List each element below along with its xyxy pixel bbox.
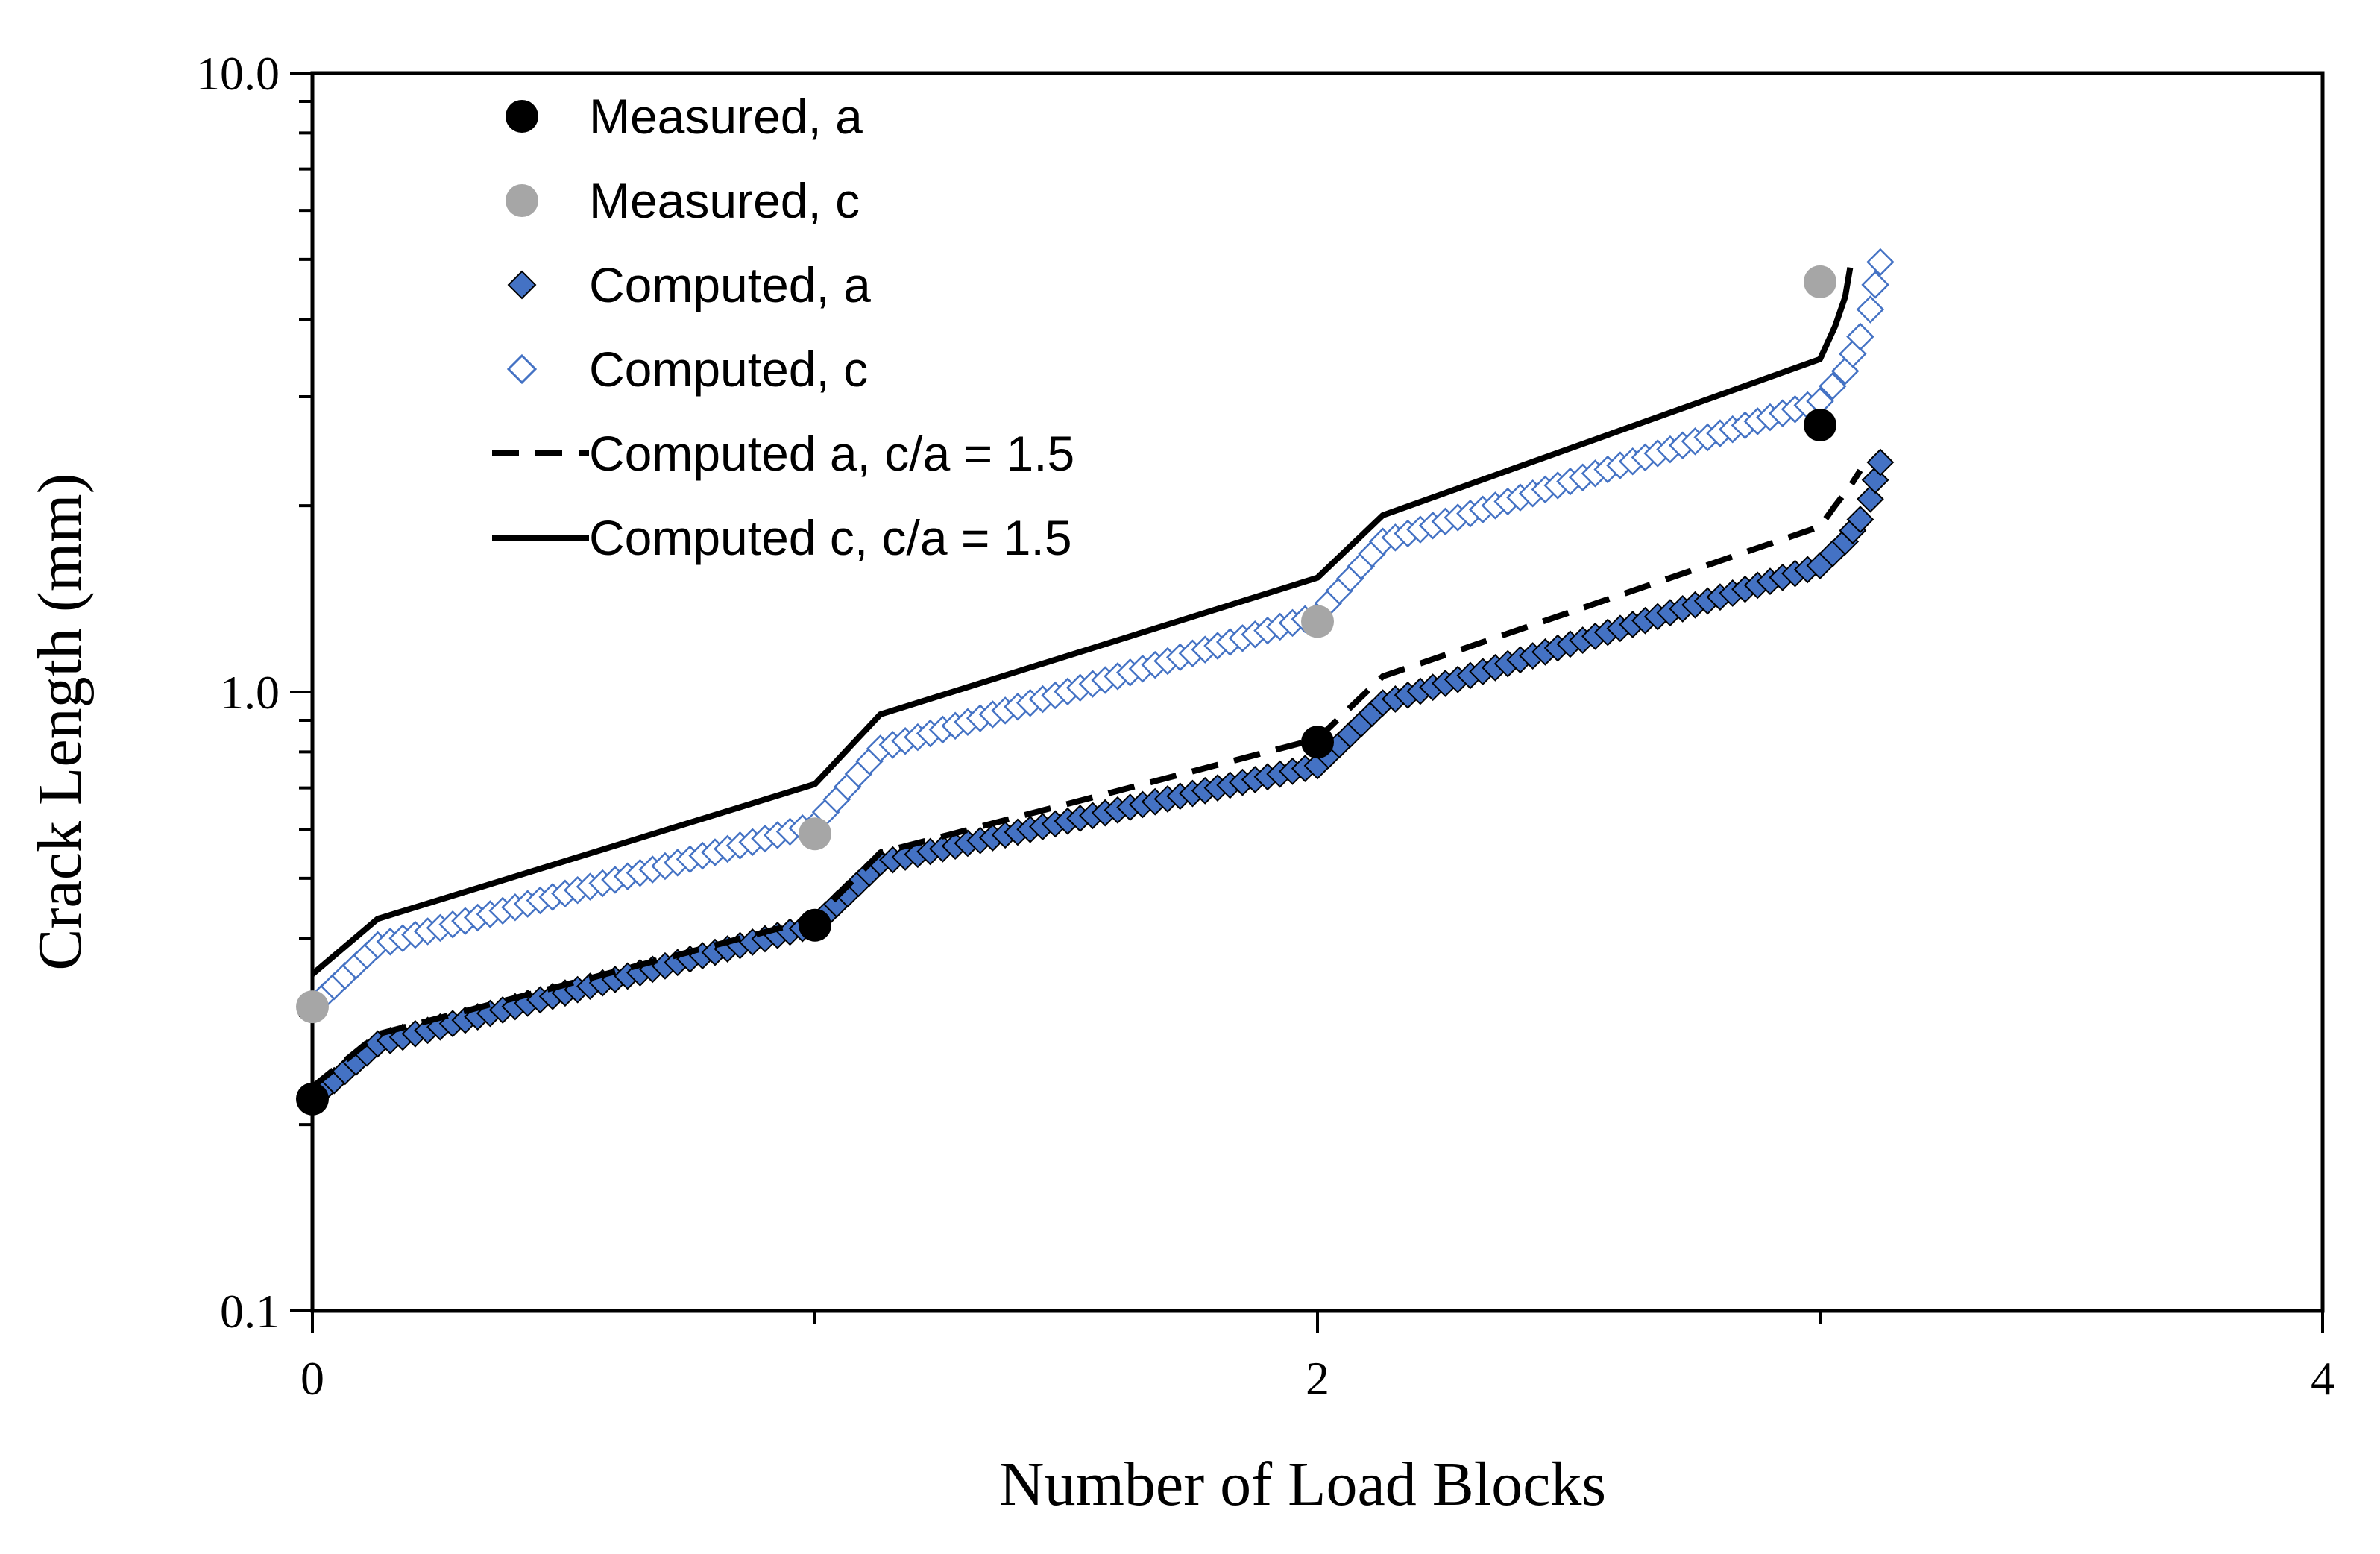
data-point xyxy=(1856,295,1885,324)
data-point xyxy=(1861,271,1889,299)
series-line xyxy=(310,267,1854,977)
y-axis-title: Crack Length (mm) xyxy=(25,473,95,970)
legend-label: Measured, a xyxy=(589,89,863,144)
data-point xyxy=(1804,408,1836,441)
data-point xyxy=(1866,248,1895,277)
legend-label: Computed, c xyxy=(589,342,868,397)
series-computed-c xyxy=(298,248,1895,1021)
y-tick-label: 1.0 xyxy=(220,666,280,719)
data-point xyxy=(1301,726,1334,759)
data-point xyxy=(799,908,831,942)
legend-item: Computed, c xyxy=(506,342,868,397)
series-line xyxy=(310,468,1863,1089)
data-point xyxy=(1846,506,1874,534)
legend-symbol xyxy=(506,100,538,133)
data-point xyxy=(296,1082,329,1116)
data-point xyxy=(1846,322,1874,351)
tick-labels: 0.1 1.0 10.0 0 2 4 xyxy=(196,47,2335,1405)
series-measured-c xyxy=(296,265,1836,1024)
data-point xyxy=(1819,372,1847,400)
legend-label: Measured, c xyxy=(589,173,860,228)
data-point xyxy=(1866,448,1895,476)
legend-symbol xyxy=(506,184,538,217)
legend-item: Measured, a xyxy=(506,89,863,144)
x-tick-label: 2 xyxy=(1306,1352,1329,1405)
x-tick-label: 0 xyxy=(300,1352,324,1405)
series-computed-a xyxy=(298,448,1895,1113)
legend-item: Computed, a xyxy=(507,257,871,312)
axis-ticks xyxy=(290,72,2324,1333)
y-tick-label: 0.1 xyxy=(220,1285,280,1338)
series-measured-a xyxy=(296,408,1836,1116)
legend-label: Computed a, c/a = 1.5 xyxy=(589,426,1074,481)
legend-symbol xyxy=(506,353,538,385)
legend-symbol xyxy=(507,270,537,300)
legend-item: Computed c, c/a = 1.5 xyxy=(492,510,1072,565)
data-point xyxy=(1301,605,1334,638)
data-point xyxy=(799,817,831,851)
data-point xyxy=(1804,265,1836,298)
series-computed-c-c-a-1-5 xyxy=(310,267,1854,977)
series-computed-a-c-a-1-5 xyxy=(310,468,1863,1089)
legend-item: Computed a, c/a = 1.5 xyxy=(492,426,1074,481)
data-point xyxy=(1856,485,1884,513)
legend-item: Measured, c xyxy=(506,173,860,228)
y-tick-label: 10.0 xyxy=(196,47,280,100)
x-tick-label: 4 xyxy=(2311,1352,2335,1405)
legend-label: Computed c, c/a = 1.5 xyxy=(589,510,1072,565)
legend-label: Computed, a xyxy=(589,257,871,312)
legend: Measured, a Measured, c Computed, a Compute… xyxy=(492,89,1074,565)
data-point xyxy=(296,990,329,1024)
x-axis-title: Number of Load Blocks xyxy=(999,1450,1606,1519)
series-layer xyxy=(296,248,1895,1116)
